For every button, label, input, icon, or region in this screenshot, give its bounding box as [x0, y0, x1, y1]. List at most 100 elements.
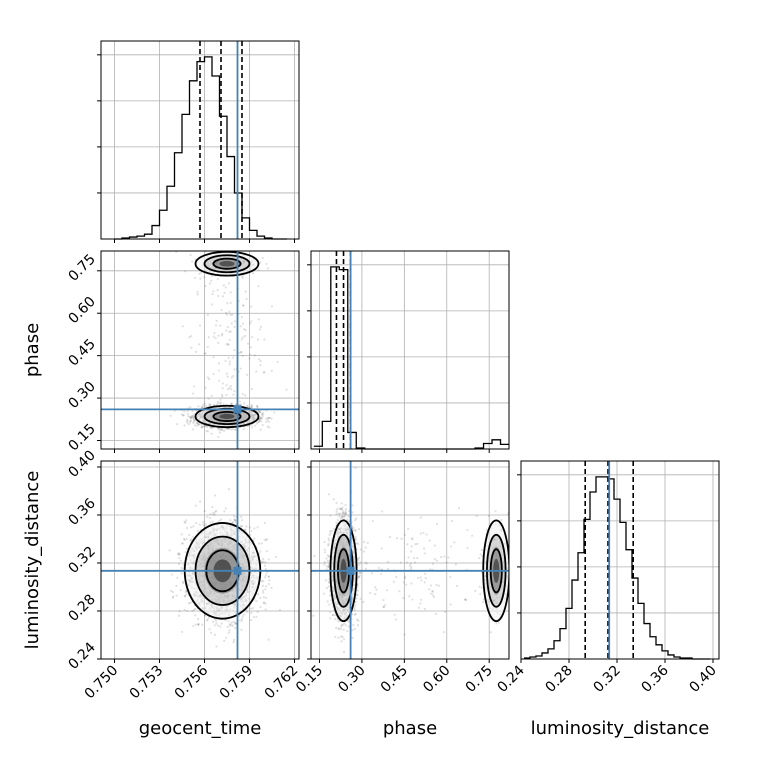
- contour-line: [203, 254, 251, 274]
- sample-point: [230, 621, 233, 624]
- sample-point: [326, 554, 329, 557]
- sample-point: [259, 325, 262, 328]
- sample-point: [205, 429, 208, 432]
- sample-point: [344, 504, 347, 507]
- sample-point: [250, 387, 253, 391]
- sample-point: [203, 352, 206, 355]
- sample-point: [243, 335, 247, 338]
- sample-point: [325, 568, 328, 571]
- sample-point: [250, 320, 253, 323]
- sample-point: [341, 510, 345, 513]
- sample-point: [204, 284, 207, 288]
- sample-point: [203, 424, 207, 428]
- sample-point: [227, 282, 231, 285]
- sample-point: [228, 629, 231, 632]
- sample-point: [213, 633, 217, 636]
- sample-point: [206, 313, 210, 316]
- sample-point: [240, 525, 243, 528]
- sample-point: [260, 420, 263, 423]
- sample-point: [194, 504, 197, 507]
- sample-point: [179, 559, 182, 562]
- sample-point: [206, 345, 209, 349]
- sample-point: [234, 403, 238, 406]
- sample-point: [194, 350, 198, 354]
- sample-point: [202, 406, 205, 409]
- sample-point: [233, 368, 236, 371]
- sample-point: [241, 393, 244, 396]
- sample-point: [227, 631, 230, 634]
- sample-point: [359, 571, 362, 574]
- sample-point: [187, 602, 190, 605]
- sample-point: [181, 325, 184, 328]
- sample-point: [192, 416, 195, 419]
- sample-point: [242, 322, 245, 325]
- sample-point: [218, 379, 221, 382]
- sample-point: [240, 617, 243, 620]
- sample-point: [217, 258, 220, 261]
- sample-point: [213, 513, 216, 516]
- sample-point: [232, 640, 235, 644]
- sample-point: [181, 580, 185, 583]
- sample-point: [232, 515, 236, 518]
- sample-point: [178, 556, 181, 560]
- sample-point: [182, 414, 185, 417]
- sample-point: [231, 521, 235, 524]
- sample-point: [241, 519, 244, 522]
- sample-point: [199, 277, 202, 280]
- sample-point: [226, 326, 229, 329]
- sample-point: [340, 502, 343, 505]
- sample-point: [229, 291, 232, 294]
- sample-point: [188, 421, 191, 424]
- sample-point: [208, 403, 211, 406]
- sample-point: [259, 550, 262, 553]
- sample-point: [260, 542, 263, 545]
- sample-point: [227, 356, 230, 359]
- sample-point: [220, 308, 223, 312]
- sample-point: [229, 384, 232, 388]
- sample-point: [212, 356, 215, 359]
- sample-point: [189, 419, 192, 422]
- sample-point: [209, 268, 212, 271]
- density-level: [219, 260, 235, 267]
- sample-point: [219, 518, 223, 521]
- sample-point: [267, 558, 270, 561]
- sample-point: [201, 426, 204, 429]
- sample-point: [329, 531, 332, 535]
- sample-point: [234, 520, 237, 523]
- sample-point: [177, 614, 181, 617]
- sample-point: [240, 515, 243, 519]
- sample-point: [223, 256, 226, 260]
- sample-point: [205, 619, 208, 622]
- sample-point: [226, 342, 230, 346]
- sample-point: [200, 425, 204, 429]
- sample-point: [230, 263, 234, 266]
- contour-line: [194, 404, 260, 429]
- sample-point: [259, 596, 262, 599]
- sample-point: [230, 402, 233, 405]
- sample-point: [243, 402, 246, 405]
- sample-point: [175, 584, 178, 588]
- sample-point: [179, 589, 182, 592]
- sample-point: [171, 590, 174, 594]
- sample-point: [192, 624, 195, 628]
- sample-point: [263, 601, 266, 604]
- truth-marker: [233, 405, 242, 414]
- sample-point: [231, 427, 234, 431]
- sample-point: [233, 320, 237, 323]
- sample-point: [192, 536, 195, 539]
- sample-point: [258, 420, 261, 423]
- sample-point: [251, 272, 255, 275]
- sample-point: [228, 363, 231, 366]
- sample-point: [176, 423, 179, 426]
- sample-point: [353, 627, 356, 631]
- sample-point: [207, 616, 211, 619]
- sample-point: [215, 319, 218, 323]
- sample-point: [186, 409, 189, 413]
- sample-point: [243, 613, 246, 616]
- sample-point: [257, 409, 260, 413]
- sample-point: [241, 354, 244, 358]
- sample-point: [245, 404, 249, 407]
- sample-point: [228, 330, 231, 333]
- sample-point: [239, 525, 243, 528]
